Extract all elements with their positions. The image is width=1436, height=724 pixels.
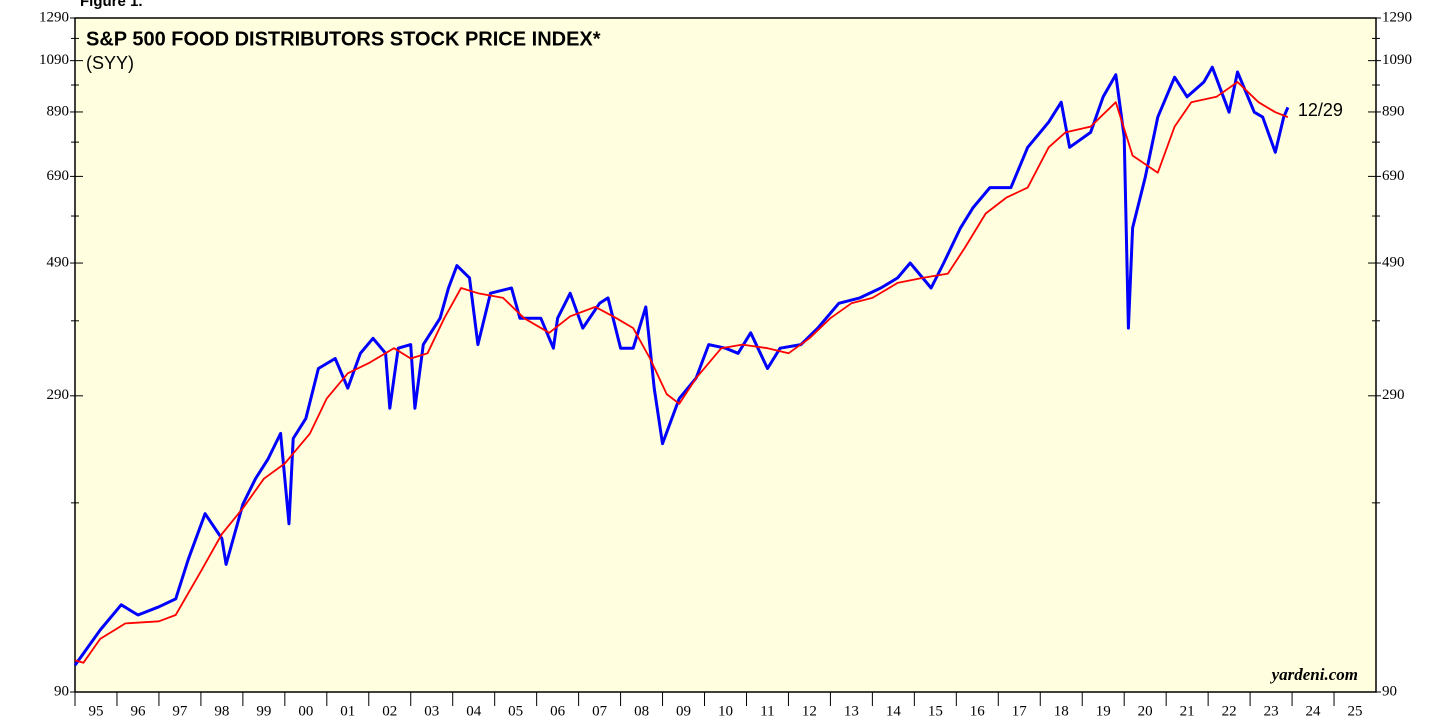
y2-tick-label: 890 — [1382, 103, 1405, 119]
x-tick-label: 24 — [1306, 703, 1322, 719]
x-tick-label: 11 — [760, 703, 774, 719]
x-tick-label: 96 — [130, 703, 146, 719]
x-tick-label: 16 — [970, 703, 986, 719]
y-tick-label: 690 — [47, 168, 70, 184]
plot-area — [74, 17, 1377, 693]
end-label: 12/29 — [1298, 100, 1343, 120]
y-tick-label: 1090 — [39, 52, 69, 68]
x-tick-label: 17 — [1012, 703, 1028, 719]
chart-title: S&P 500 FOOD DISTRIBUTORS STOCK PRICE IN… — [86, 28, 601, 50]
x-tick-label: 13 — [844, 703, 859, 719]
y-tick-label: 1290 — [39, 9, 69, 25]
x-tick-label: 00 — [298, 703, 313, 719]
y-tick-label: 290 — [47, 387, 70, 403]
x-tick-label: 01 — [340, 703, 355, 719]
x-tick-label: 18 — [1054, 703, 1069, 719]
y2-tick-label: 290 — [1382, 387, 1405, 403]
x-tick-label: 03 — [424, 703, 439, 719]
chart-subtitle: (SYY) — [86, 53, 134, 73]
x-tick-label: 19 — [1096, 703, 1111, 719]
y2-tick-label: 490 — [1382, 254, 1405, 270]
x-tick-label: 02 — [382, 703, 397, 719]
x-tick-label: 22 — [1222, 703, 1237, 719]
x-tick-label: 14 — [886, 703, 902, 719]
x-tick-label: 15 — [928, 703, 943, 719]
x-tick-label: 97 — [172, 703, 188, 719]
x-tick-label: 04 — [466, 703, 482, 719]
figure-label: Figure 1. — [80, 0, 143, 10]
y-tick-label: 90 — [54, 683, 69, 699]
y2-tick-label: 1090 — [1382, 52, 1412, 68]
y2-tick-label: 690 — [1382, 168, 1405, 184]
x-tick-label: 08 — [634, 703, 649, 719]
x-tick-label: 98 — [214, 703, 229, 719]
x-tick-label: 23 — [1264, 703, 1279, 719]
x-tick-label: 20 — [1138, 703, 1153, 719]
y-tick-label: 890 — [47, 103, 70, 119]
x-tick-label: 06 — [550, 703, 566, 719]
y2-tick-label: 90 — [1382, 683, 1397, 699]
x-tick-label: 95 — [88, 703, 103, 719]
x-tick-label: 25 — [1348, 703, 1363, 719]
series-line — [74, 81, 1289, 664]
x-tick-label: 99 — [256, 703, 271, 719]
y-tick-label: 490 — [47, 254, 70, 270]
x-tick-label: 21 — [1180, 703, 1195, 719]
x-tick-label: 10 — [718, 703, 733, 719]
source: yardeni.com — [1270, 665, 1358, 684]
x-tick-label: 05 — [508, 703, 523, 719]
y2-tick-label: 1290 — [1382, 9, 1412, 25]
x-tick-label: 12 — [802, 703, 817, 719]
x-tick-label: 09 — [676, 703, 691, 719]
x-tick-label: 07 — [592, 703, 608, 719]
